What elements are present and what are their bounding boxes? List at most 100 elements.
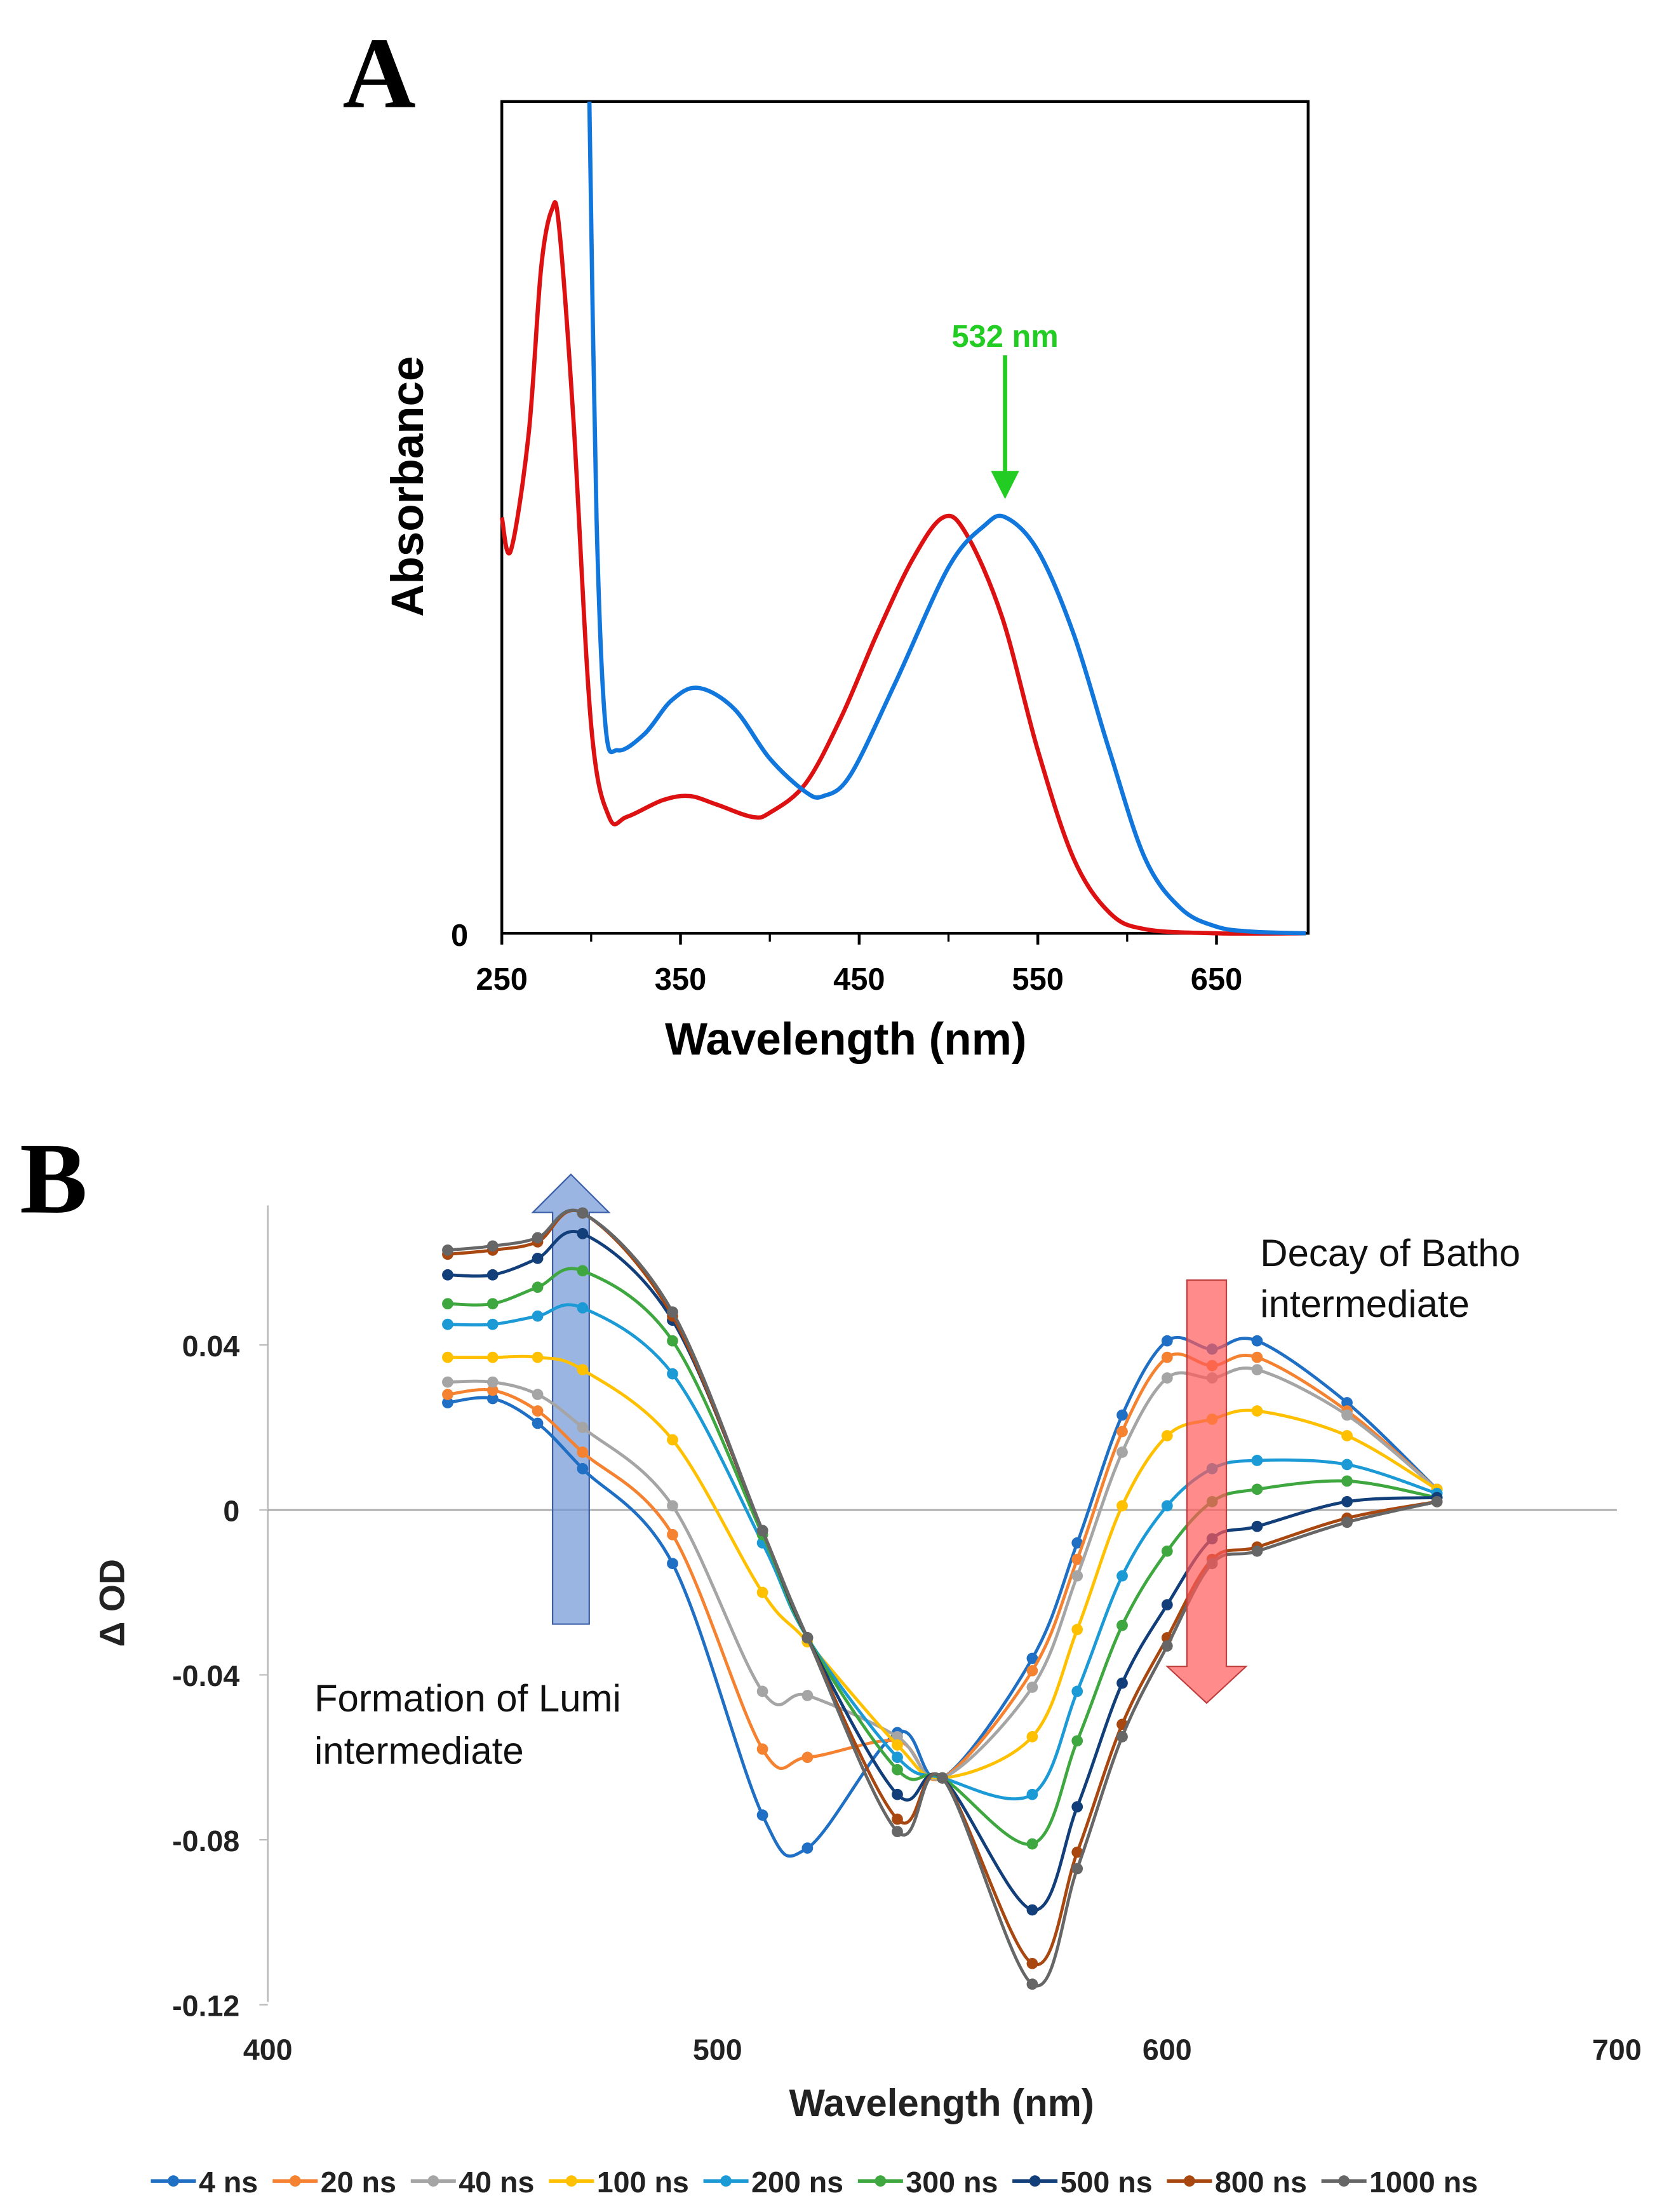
data-point <box>667 1558 678 1570</box>
data-point <box>1251 1364 1263 1375</box>
data-point <box>1071 1624 1083 1635</box>
data-point <box>532 1389 544 1400</box>
data-point <box>1341 1430 1353 1441</box>
data-point <box>442 1389 453 1400</box>
data-point <box>756 1743 768 1755</box>
legend-item: 1000 ns <box>1321 2166 1478 2199</box>
x-axis-title: Wavelength (nm) <box>789 2082 1094 2124</box>
data-point <box>1161 1640 1173 1652</box>
legend-swatch-marker <box>427 2175 439 2187</box>
y-tick-label: -0.08 <box>172 1824 239 1858</box>
data-point <box>667 1368 678 1380</box>
data-point <box>1026 1838 1038 1850</box>
legend-label: 100 ns <box>597 2166 689 2199</box>
data-point <box>1026 1730 1038 1743</box>
data-point <box>667 1434 678 1446</box>
legend-swatch-marker <box>1338 2175 1350 2187</box>
data-point <box>801 1842 814 1854</box>
data-point <box>486 1318 499 1330</box>
data-point <box>892 1788 903 1800</box>
data-point <box>1116 1500 1128 1512</box>
data-point <box>1071 1685 1083 1697</box>
y-tick-label: 0 <box>451 919 468 953</box>
data-point <box>532 1310 544 1322</box>
data-point <box>1071 1537 1083 1549</box>
data-point <box>486 1298 499 1310</box>
data-point <box>1026 1682 1038 1693</box>
data-point <box>892 1739 903 1751</box>
data-point <box>1161 1545 1173 1557</box>
series-line <box>447 1267 1438 1846</box>
data-point <box>532 1232 544 1244</box>
legend-label: 20 ns <box>321 2166 396 2199</box>
legend-item: 300 ns <box>857 2166 998 2199</box>
data-point <box>756 1586 768 1598</box>
panel-b-label: B <box>20 1123 88 1235</box>
data-point <box>892 1730 903 1743</box>
data-point <box>1116 1409 1128 1421</box>
data-point <box>1026 1904 1038 1916</box>
legend-swatch-marker <box>565 2175 577 2187</box>
x-tick-label: 700 <box>1592 2033 1642 2066</box>
data-point <box>532 1417 544 1429</box>
legend-label: 4 ns <box>199 2166 258 2199</box>
batho-annotation-line1: Decay of Batho <box>1260 1232 1520 1274</box>
data-point <box>1341 1516 1353 1528</box>
data-point <box>756 1525 768 1537</box>
legend: 4 ns 20 ns 40 ns 100 ns 200 ns 300 ns 500 ns 80… <box>151 2166 1478 2199</box>
data-point <box>1161 1372 1173 1384</box>
data-point <box>1161 1430 1173 1441</box>
data-point <box>1161 1351 1173 1363</box>
legend-label: 500 ns <box>1061 2166 1153 2199</box>
data-point <box>577 1422 589 1433</box>
data-point <box>442 1298 453 1310</box>
annotation-arrow-head <box>991 471 1019 499</box>
panel-b: B 400 500 600 700 0.04 0 -0.04 -0.08 -0.12 Forma… <box>20 1123 1642 2199</box>
legend-label: 40 ns <box>459 2166 534 2199</box>
legend-item: 40 ns <box>410 2166 534 2199</box>
absorbance-line-blue <box>587 101 1306 936</box>
legend-label: 1000 ns <box>1369 2166 1478 2199</box>
decay-arrow-icon <box>1165 1279 1248 1704</box>
data-point <box>1026 1957 1038 1969</box>
series-500-ns <box>442 1228 1443 1916</box>
data-point <box>1161 1500 1173 1512</box>
x-axis-title: Wavelength (nm) <box>665 1015 1026 1065</box>
data-point <box>577 1207 589 1219</box>
data-point <box>936 1772 948 1784</box>
legend-label: 300 ns <box>906 2166 998 2199</box>
data-point <box>442 1376 453 1388</box>
data-point <box>577 1364 589 1375</box>
legend-label: 800 ns <box>1215 2166 1307 2199</box>
batho-annotation-line2: intermediate <box>1260 1283 1470 1325</box>
data-point <box>892 1751 903 1764</box>
x-tick-label: 250 <box>476 962 527 997</box>
data-point <box>1341 1397 1353 1408</box>
series-line <box>447 1230 1437 1912</box>
data-point <box>1161 1599 1173 1610</box>
x-tick-label: 550 <box>1012 962 1063 997</box>
data-point <box>486 1351 499 1363</box>
data-point <box>1116 1570 1128 1582</box>
data-point <box>1341 1495 1353 1507</box>
data-point <box>892 1764 903 1776</box>
data-point <box>1251 1455 1263 1466</box>
data-point <box>1071 1553 1083 1565</box>
absorbance-line-red <box>499 200 1306 936</box>
data-point <box>801 1751 814 1764</box>
data-point <box>486 1269 499 1281</box>
legend-swatch-marker <box>289 2175 301 2187</box>
x-tick-label: 600 <box>1143 2033 1192 2066</box>
data-point <box>892 1813 903 1825</box>
panel-a-plot-frame <box>500 100 1310 935</box>
data-point <box>1026 1652 1038 1664</box>
data-point <box>1251 1351 1263 1363</box>
data-point <box>1116 1619 1128 1631</box>
data-point <box>532 1405 544 1417</box>
panel-a-label: A <box>342 17 415 130</box>
data-point <box>667 1306 678 1318</box>
data-point <box>1251 1545 1263 1557</box>
x-tick-label: 400 <box>243 2033 293 2066</box>
data-point <box>1071 1801 1083 1813</box>
